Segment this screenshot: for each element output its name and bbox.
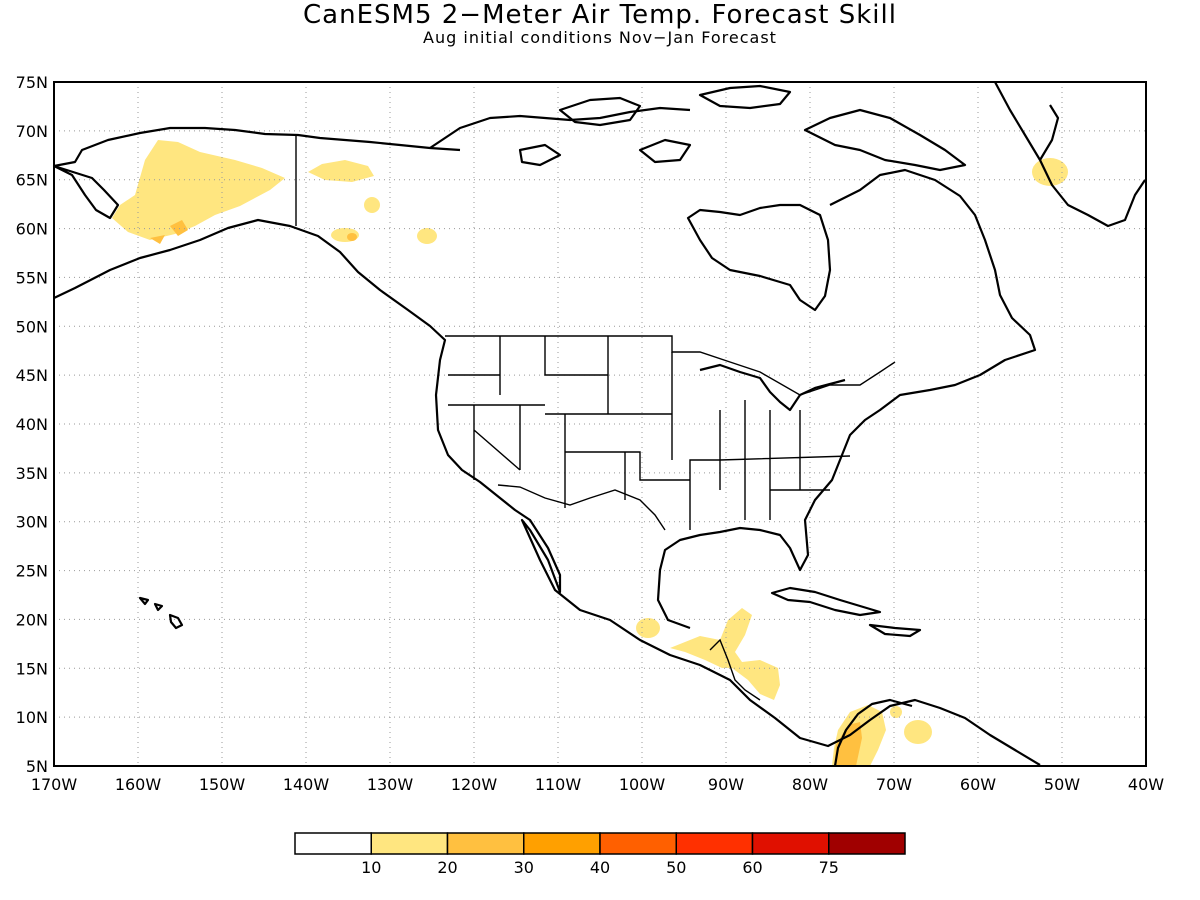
- lat-tick-label: 25N: [16, 562, 48, 581]
- skill-region-alaska-penin: [150, 235, 165, 244]
- coastlines: [52, 81, 1146, 767]
- lat-tick-label: 5N: [26, 757, 48, 776]
- colorbar-swatch: [446, 832, 525, 855]
- lon-tick-label: 140W: [283, 775, 330, 794]
- skill-region-colombia-core: [834, 722, 862, 766]
- map-subtitle: Aug initial conditions Nov−Jan Forecast: [423, 28, 777, 47]
- lon-tick-label: 110W: [535, 775, 582, 794]
- lon-tick-label: 60W: [960, 775, 996, 794]
- lon-tick-label: 70W: [876, 775, 912, 794]
- colorbar-swatch: [599, 832, 677, 855]
- lon-tick-label: 120W: [451, 775, 498, 794]
- colorbar-label: 30: [514, 858, 534, 877]
- colorbar-label: 20: [437, 858, 457, 877]
- lon-tick-label: 90W: [708, 775, 744, 794]
- colorbar-label: 40: [590, 858, 610, 877]
- skill-region-yukon: [308, 160, 374, 182]
- lon-tick-label: 50W: [1044, 775, 1080, 794]
- lat-tick-label: 65N: [16, 171, 48, 190]
- political-borders: [295, 134, 896, 701]
- colorbar-swatch: [370, 832, 449, 855]
- lon-tick-label: 40W: [1128, 775, 1164, 794]
- skill-region-venezuela-b: [890, 706, 902, 718]
- colorbar-label: 50: [666, 858, 686, 877]
- skill-region-greenland-sw: [1032, 158, 1068, 186]
- skill-region-alaska-south: [170, 220, 188, 236]
- latitude-labels: 75N 70N 65N 60N 55N 50N 45N 40N 35N 30N 25N 20N 15N 1…: [16, 73, 48, 776]
- lat-tick-label: 35N: [16, 464, 48, 483]
- skill-region-bc-interior: [417, 228, 437, 244]
- lat-tick-label: 70N: [16, 122, 48, 141]
- lon-tick-label: 130W: [367, 775, 414, 794]
- colorbar: 10 20 30 40 50 60 75: [294, 832, 906, 877]
- lon-tick-label: 100W: [619, 775, 666, 794]
- lat-tick-label: 55N: [16, 268, 48, 287]
- skill-region-mexico-south: [636, 618, 660, 638]
- lon-tick-label: 160W: [115, 775, 162, 794]
- lat-tick-label: 15N: [16, 659, 48, 678]
- lat-tick-label: 40N: [16, 415, 48, 434]
- colorbar-label: 10: [361, 858, 381, 877]
- colorbar-label: 75: [819, 858, 839, 877]
- lat-tick-label: 30N: [16, 513, 48, 532]
- map-frame: [53, 81, 1147, 767]
- colorbar-swatch: [675, 832, 754, 855]
- skill-region-yukon-b: [364, 197, 380, 213]
- skill-shading: [112, 140, 1068, 766]
- lon-tick-label: 80W: [792, 775, 828, 794]
- skill-region-venezuela: [904, 720, 932, 744]
- colorbar-label: 60: [742, 858, 762, 877]
- map-title: CanESM5 2−Meter Air Temp. Forecast Skill: [303, 0, 897, 30]
- colorbar-swatch: [523, 832, 601, 855]
- skill-region-alaska: [112, 140, 285, 240]
- colorbar-swatch: [751, 832, 830, 855]
- lat-tick-label: 45N: [16, 366, 48, 385]
- colorbar-swatch: [294, 832, 372, 855]
- skill-region-bc-coast-b: [347, 233, 357, 241]
- lat-tick-label: 10N: [16, 708, 48, 727]
- longitude-labels: 170W 160W 150W 140W 130W 120W 110W 100W 90W 80W 70…: [31, 775, 1164, 794]
- lat-tick-label: 60N: [16, 220, 48, 239]
- lat-tick-label: 50N: [16, 317, 48, 336]
- lon-tick-label: 170W: [31, 775, 78, 794]
- lat-tick-label: 20N: [16, 610, 48, 629]
- lon-tick-label: 150W: [199, 775, 246, 794]
- colorbar-swatch: [828, 832, 906, 855]
- lat-tick-label: 75N: [16, 73, 48, 92]
